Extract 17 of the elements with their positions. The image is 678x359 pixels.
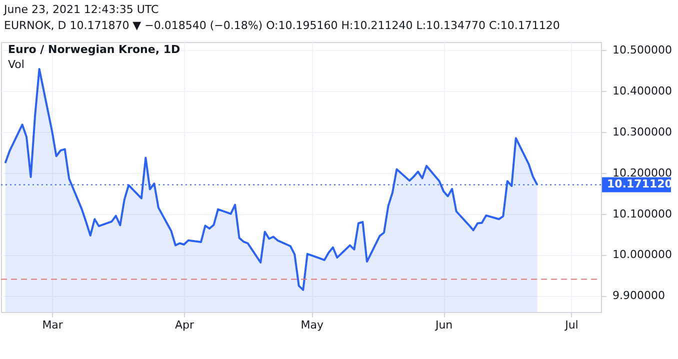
y-tick-label: 10.500000	[612, 44, 672, 57]
y-tick-label: 10.100000	[612, 207, 672, 220]
y-tick-label: 10.000000	[612, 248, 672, 262]
x-tick-label: Mar	[42, 318, 64, 332]
x-tick-label: Jul	[564, 318, 578, 332]
x-tick-label: Jun	[434, 318, 453, 332]
y-tick-label: 10.400000	[612, 84, 672, 98]
text: June 23, 2021 12:43:35 UTC	[4, 2, 160, 18]
x-tick-label: May	[300, 318, 324, 332]
annotation: Vol	[8, 57, 26, 72]
chart-title: Euro / Norwegian Krone, 1D	[8, 43, 180, 56]
text: EURNOK, D 10.171870 ▼ −0.018540 (−0.18%) O:10.195160 H:10.211240 L:10.134770 C:10.171120	[4, 18, 561, 34]
y-tick-label: 9.900000	[612, 289, 665, 302]
x-tick-label: Apr	[174, 318, 194, 332]
ref-line-label: 10.171120	[607, 178, 673, 191]
y-tick-label: 10.300000	[612, 126, 672, 138]
y-tick-label: 10.200000	[612, 166, 672, 180]
